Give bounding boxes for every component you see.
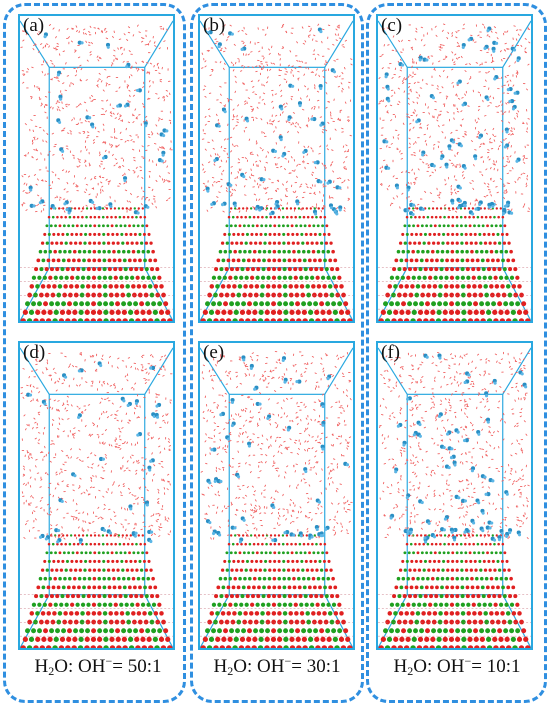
panel-label-f: (f) (381, 342, 400, 363)
md-snapshot-a (20, 20, 173, 321)
hydroxide-ions (205, 27, 343, 216)
water-molecules (20, 350, 173, 541)
column-10-1 (366, 3, 547, 703)
panel-a: (a) (18, 14, 175, 323)
crystal-slab (200, 534, 353, 648)
ratio-caption-10-1: H2O: OH−= 10:1 (393, 654, 521, 678)
water-molecules (378, 23, 531, 213)
water-molecules (201, 23, 353, 214)
panel-b: (b) (198, 14, 355, 323)
hydroxide-ions (389, 353, 528, 544)
md-snapshot-b (200, 20, 353, 321)
hydroxide-ions (26, 361, 162, 545)
panel-e: (e) (198, 341, 355, 650)
panel-label-a: (a) (23, 15, 45, 36)
crystal-slab (20, 207, 173, 321)
crystal-slab (200, 207, 353, 321)
md-snapshot-d (20, 347, 173, 648)
panel-label-b: (b) (203, 15, 226, 36)
water-molecules (20, 24, 173, 213)
panel-c: (c) (376, 14, 533, 323)
md-snapshot-f (378, 347, 531, 648)
md-snapshot-c (378, 20, 531, 321)
ratio-caption-30-1: H2O: OH−= 30:1 (213, 654, 341, 678)
column-50-1 (3, 3, 186, 703)
crystal-slab (20, 534, 173, 648)
hydroxide-ions (28, 32, 169, 215)
ratio-caption-50-1: H2O: OH−= 50:1 (34, 654, 162, 678)
water-molecules (200, 351, 353, 540)
panel-label-e: (e) (203, 342, 225, 363)
panel-label-c: (c) (381, 15, 403, 36)
md-snapshot-e (200, 347, 353, 648)
water-molecules (379, 351, 530, 540)
hydroxide-ions (382, 26, 521, 216)
panel-d: (d) (18, 341, 175, 650)
panel-label-d: (d) (23, 342, 46, 363)
column-30-1 (190, 3, 364, 703)
crystal-slab (378, 534, 531, 648)
hydroxide-ions (205, 355, 350, 544)
panel-f: (f) (376, 341, 533, 650)
crystal-slab (378, 207, 531, 321)
